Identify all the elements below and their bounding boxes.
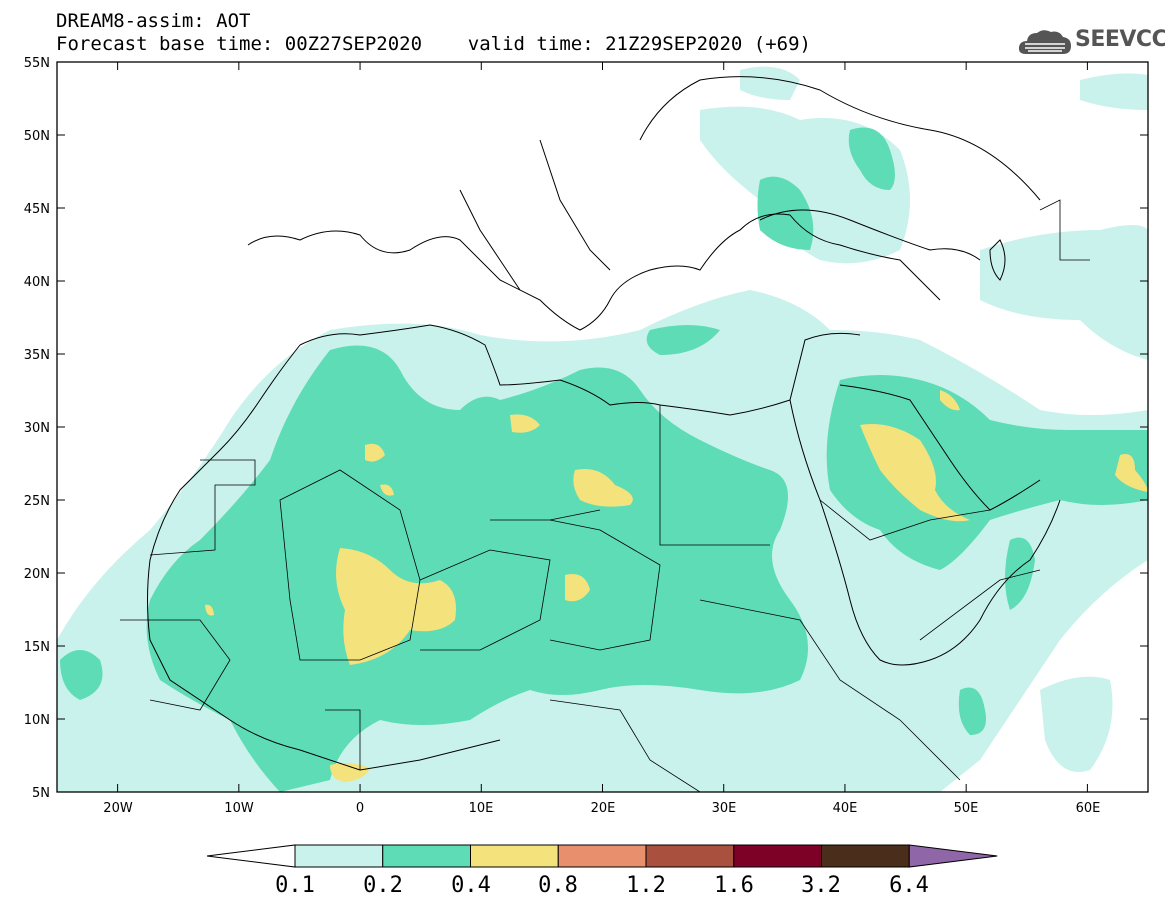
chart-title: DREAM8-assim: AOT (56, 10, 251, 32)
colorbar-label: 0.1 (275, 873, 315, 898)
lat-label: 45N (24, 202, 50, 217)
lon-label: 10W (224, 801, 254, 816)
colorbar-label: 1.6 (714, 873, 754, 898)
lat-label: 30N (24, 421, 50, 436)
colorbar-arrow-low (206, 844, 296, 868)
aot-level-0-2 (60, 127, 1148, 792)
lon-label: 60E (1076, 801, 1101, 816)
colorbar-swatch (382, 844, 471, 868)
lat-label: 50N (24, 129, 50, 144)
lon-label: 20W (103, 801, 133, 816)
forecast-times: Forecast base time: 00Z27SEP2020 valid t… (56, 33, 811, 55)
lon-label: 30E (712, 801, 737, 816)
colorbar-labels: 0.1 0.2 0.4 0.8 1.2 1.6 3.2 6.4 (275, 873, 929, 898)
seevccc-logo: SEEVCCC (1018, 24, 1165, 58)
lat-label: 40N (24, 275, 50, 290)
cloud-icon (1018, 30, 1071, 54)
colorbar-label: 0.2 (363, 873, 403, 898)
colorbar-label: 0.4 (451, 873, 491, 898)
lon-label: 50E (954, 801, 979, 816)
lat-labels: 55N 50N 45N 40N 35N 30N 25N 20N 15N 10N … (24, 56, 50, 801)
colorbar-swatch (470, 844, 559, 868)
aot-field (57, 62, 1148, 792)
colorbar-swatch (821, 844, 910, 868)
colorbar-arrow-high (908, 844, 998, 868)
colorbar-swatch (557, 844, 647, 868)
lon-labels: 20W 10W 0 10E 20E 30E 40E 50E 60E (103, 801, 1100, 816)
logo-text: SEEVCCC (1075, 27, 1165, 52)
lon-label: 20E (591, 801, 616, 816)
colorbar-swatch (645, 844, 735, 868)
colorbar-swatch (733, 844, 822, 868)
country-borders (120, 199, 1090, 792)
colorbar-boxes (206, 844, 998, 868)
colorbar-label: 6.4 (889, 873, 929, 898)
lon-label: 0 (356, 801, 364, 816)
lat-label: 5N (32, 786, 50, 801)
colorbar-label: 3.2 (801, 873, 841, 898)
lat-label: 35N (24, 348, 50, 363)
lat-label: 25N (24, 494, 50, 509)
lat-label: 15N (24, 640, 50, 655)
aot-map: 55N 50N 45N 40N 35N 30N 25N 20N 15N 10N … (24, 56, 1149, 816)
colorbar-swatch (294, 844, 384, 868)
lon-label: 40E (833, 801, 858, 816)
lat-label: 55N (24, 56, 50, 71)
lat-label: 20N (24, 567, 50, 582)
colorbar-label: 0.8 (538, 873, 578, 898)
colorbar-label: 1.2 (626, 873, 666, 898)
axis-ticks (57, 61, 1148, 793)
lon-label: 10E (469, 801, 494, 816)
lat-label: 10N (24, 713, 50, 728)
aot-level-0-4 (205, 390, 1148, 782)
